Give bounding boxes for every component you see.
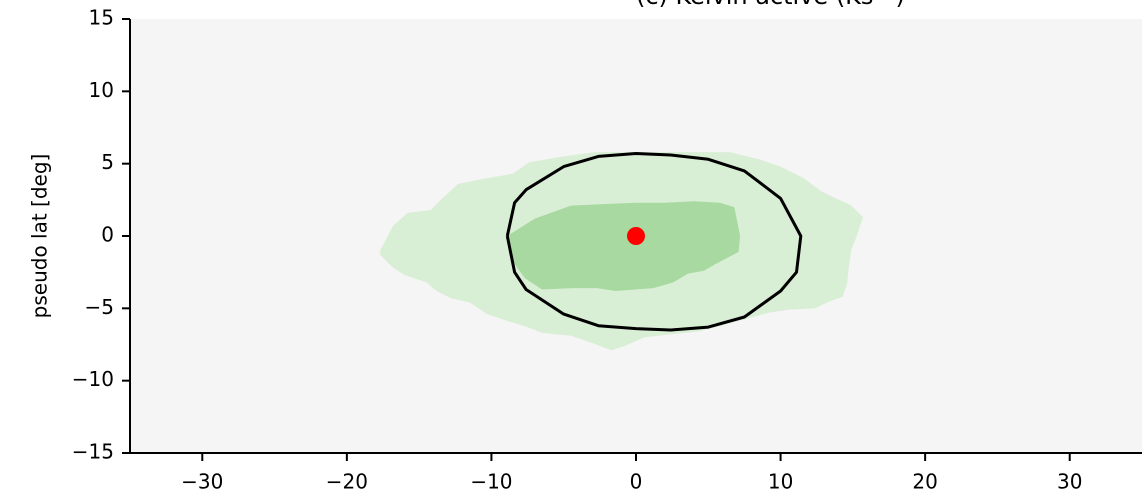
- y-axis-ticks: −15 −10 −5 0 5 10 15: [72, 6, 130, 464]
- y-tick-label: 5: [101, 150, 114, 174]
- x-tick-label: 0: [630, 470, 643, 494]
- plot-content: [380, 152, 863, 351]
- y-tick-label: 10: [89, 78, 114, 102]
- x-tick-label: −10: [470, 470, 512, 494]
- y-axis-label: pseudo lat [deg]: [28, 154, 52, 319]
- y-tick-label: −15: [72, 440, 114, 464]
- y-tick-label: −10: [72, 367, 114, 391]
- x-tick-label: −30: [181, 470, 223, 494]
- y-tick-label: 0: [101, 223, 114, 247]
- x-tick-label: 30: [1057, 470, 1082, 494]
- chart-title: (c) Kelvin active (Ks−1): [636, 0, 905, 10]
- x-tick-label: 20: [912, 470, 937, 494]
- y-tick-label: 15: [89, 6, 114, 30]
- filled-contour-inner: [507, 201, 741, 291]
- center-point-marker: [627, 227, 645, 245]
- contour-line: [505, 152, 803, 332]
- x-axis-ticks: −30 −20 −10 0 10 20 30: [181, 453, 1082, 494]
- y-tick-label: −5: [85, 295, 114, 319]
- x-tick-label: 10: [768, 470, 793, 494]
- x-tick-label: −20: [326, 470, 368, 494]
